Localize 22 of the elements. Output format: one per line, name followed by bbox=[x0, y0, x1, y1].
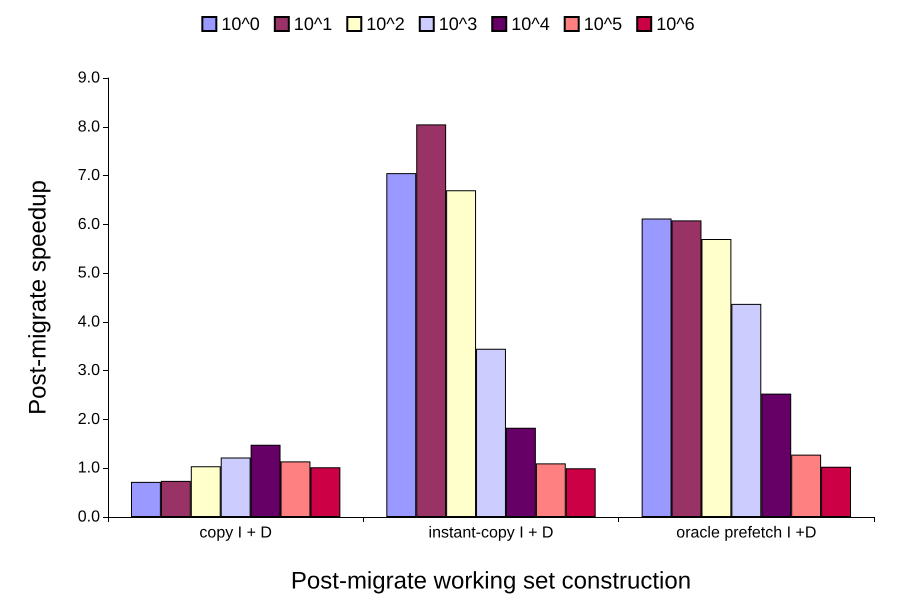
y-tick-label: 4.0 bbox=[78, 313, 100, 330]
legend-label: 10^5 bbox=[584, 14, 622, 34]
x-tick-label: copy I + D bbox=[199, 524, 272, 542]
y-tick-label: 9.0 bbox=[78, 70, 100, 86]
legend-label: 10^4 bbox=[511, 14, 550, 34]
y-tick-label: 2.0 bbox=[78, 410, 100, 428]
y-tick-label: 8.0 bbox=[78, 118, 100, 136]
y-tick-label: 5.0 bbox=[78, 264, 100, 282]
x-axis-title: Post-migrate working set construction bbox=[290, 568, 692, 594]
y-axis-title: Post-migrate speedup bbox=[24, 180, 52, 415]
y-tick-label: 7.0 bbox=[78, 167, 100, 184]
y-tick-label: 0.0 bbox=[78, 508, 100, 526]
legend-label: 10^6 bbox=[656, 14, 695, 34]
x-tick-label: oracle prefetch I +D bbox=[676, 524, 816, 542]
x-tick-label: instant-copy I + D bbox=[428, 524, 554, 542]
legend-label: 10^3 bbox=[438, 14, 478, 34]
legend-label: 10^1 bbox=[294, 14, 332, 34]
y-tick-label: 6.0 bbox=[78, 216, 100, 233]
y-tick-label: 3.0 bbox=[78, 362, 100, 380]
legend-label: 10^2 bbox=[366, 14, 405, 34]
y-tick-label: 1.0 bbox=[78, 460, 100, 477]
legend-label: 10^0 bbox=[221, 14, 260, 34]
